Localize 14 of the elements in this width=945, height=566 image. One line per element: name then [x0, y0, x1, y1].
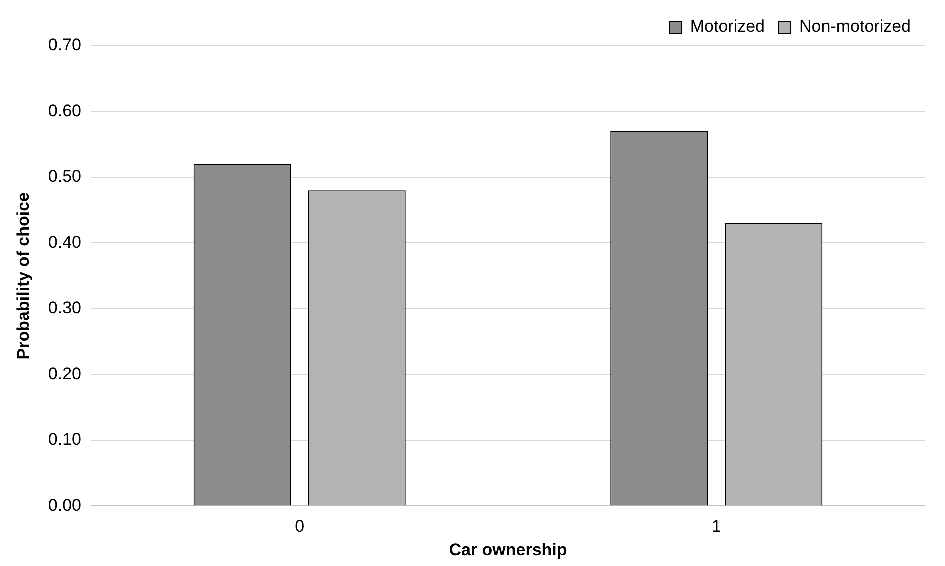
- y-tick-label: 0.00: [48, 496, 82, 515]
- y-tick-label: 0.40: [48, 232, 82, 252]
- x-tick-label: 0: [295, 517, 305, 536]
- y-axis-title: Probability of choice: [14, 192, 33, 360]
- x-axis-title: Car ownership: [449, 540, 568, 560]
- y-tick-label: 0.70: [48, 36, 82, 55]
- y-tick-label: 0.20: [48, 364, 82, 384]
- y-tick-label: 0.10: [48, 430, 82, 450]
- legend-label: Non-motorized: [800, 17, 912, 36]
- legend-label: Motorized: [690, 17, 766, 36]
- x-tick-label: 1: [712, 517, 722, 536]
- y-tick-label: 0.60: [48, 101, 82, 120]
- y-tick-label: 0.30: [48, 298, 82, 318]
- y-tick-label: 0.50: [48, 167, 82, 186]
